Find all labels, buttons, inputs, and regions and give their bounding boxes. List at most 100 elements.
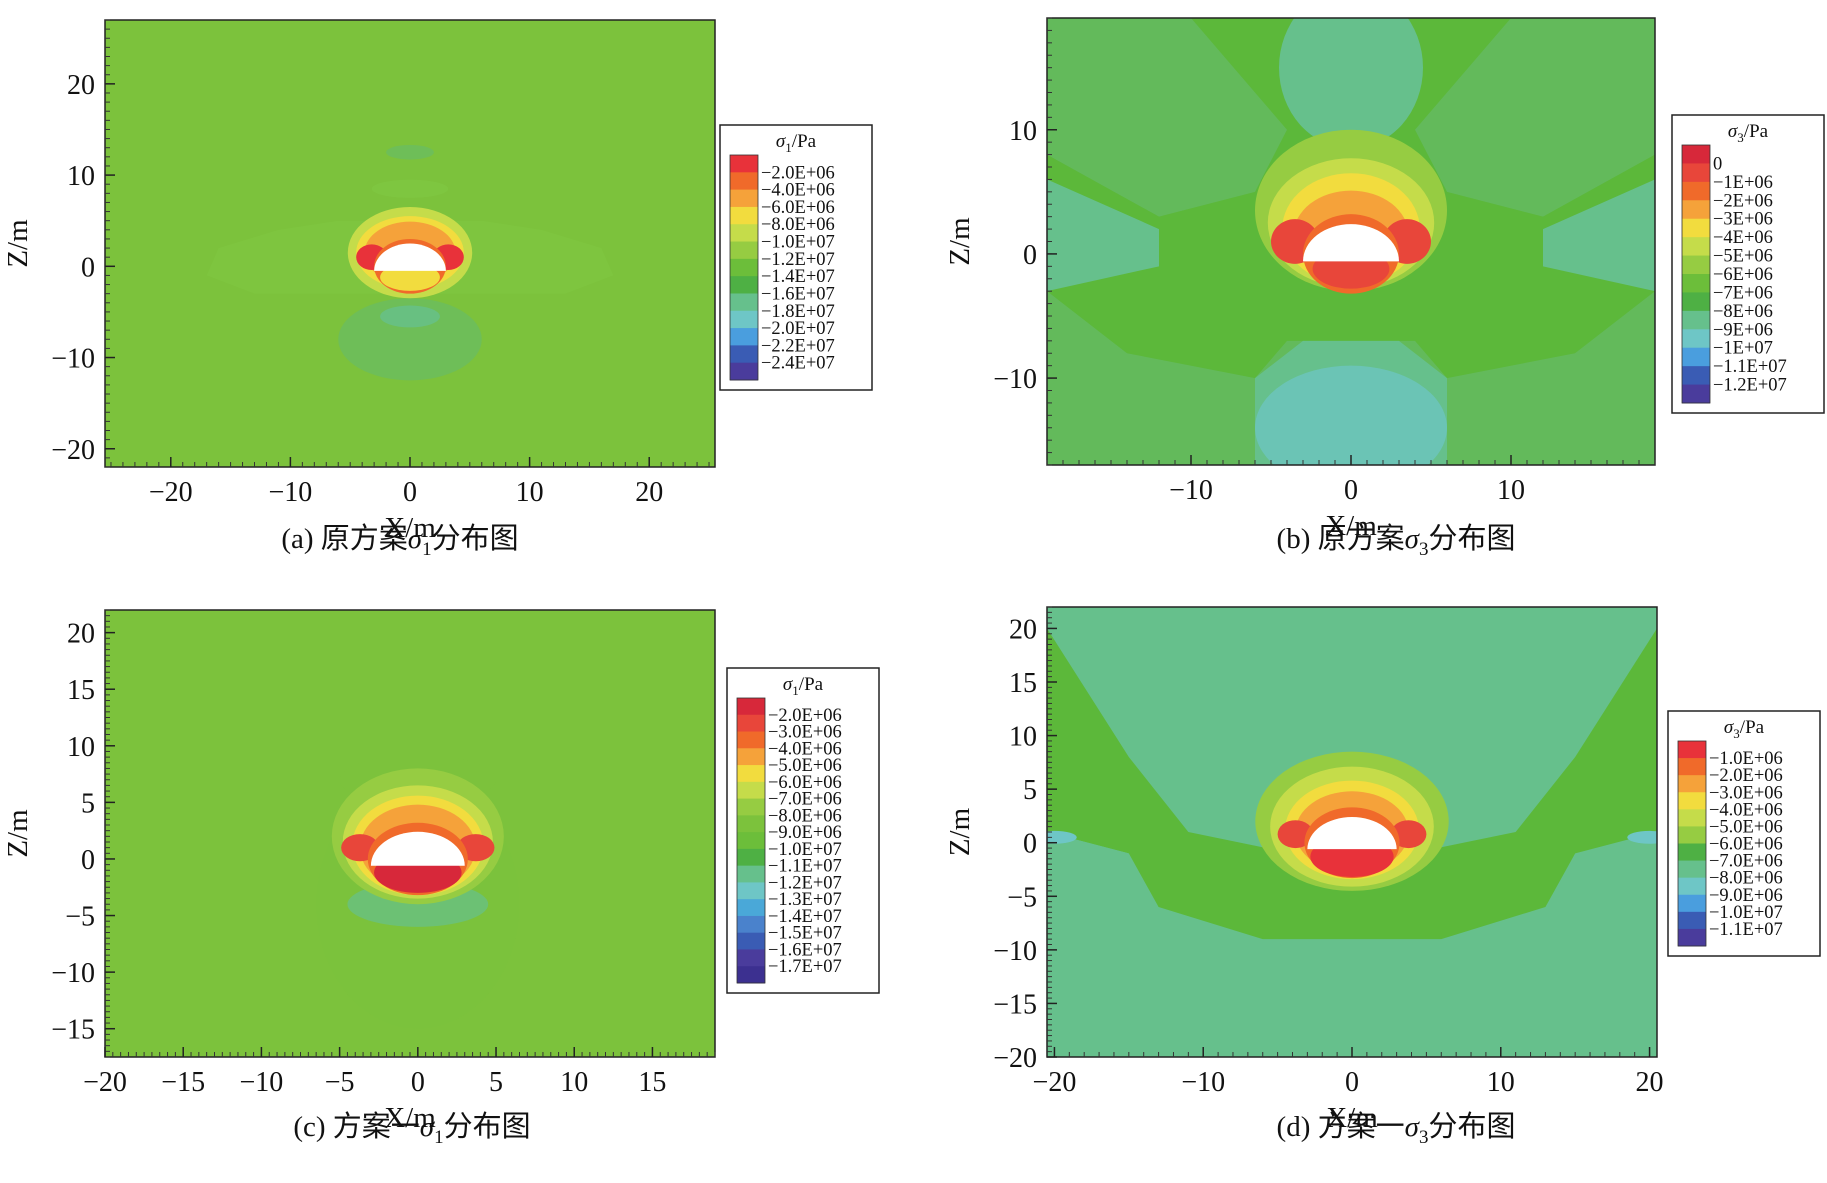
legend-title: σ1/Pa [783,674,824,698]
y-tick-label: 0 [1023,240,1037,271]
legend-swatch [1682,292,1710,312]
legend-swatch [730,155,758,173]
x-tick-label: 10 [1497,475,1525,506]
y-tick-label: 20 [67,619,95,650]
legend-level-label: −1.4E+07 [761,267,835,287]
contour-band [1047,607,1657,854]
y-tick-label: −15 [993,989,1037,1020]
legend-level-label: −1.4E+07 [768,907,842,927]
legend-level-label: −4.0E+06 [768,739,842,759]
legend-level-label: 0 [1713,154,1722,174]
legend-level-label: −3.0E+06 [768,723,842,743]
legend-level-label: −1.0E+06 [1709,749,1783,769]
legend-level-label: −1E+07 [1713,339,1773,359]
y-axis-title: Z/m [944,217,976,266]
x-tick-label: −10 [1181,1067,1225,1098]
legend-swatch [730,293,758,312]
contour-band [338,298,482,381]
legend-level-label: −6E+06 [1713,265,1773,285]
legend-level-label: −4.0E+06 [1709,800,1783,820]
y-tick-label: 0 [1023,829,1037,860]
legend-swatch [1678,741,1706,759]
contour-band [1415,18,1655,217]
legend: σ1/Pa −2.0E+06−3.0E+06−4.0E+06−5.0E+06−6.… [726,667,880,994]
legend-swatch [1682,200,1710,220]
x-tick-label: −5 [325,1067,355,1098]
tunnel-opening [1307,817,1397,850]
legend-level-label: −4E+06 [1713,228,1773,248]
legend-level-label: −7.0E+06 [1709,852,1783,872]
legend-swatch [1682,366,1710,386]
legend-swatch [1682,274,1710,293]
x-tick-label: 0 [403,477,417,508]
legend-level-label: −9.0E+06 [768,823,842,843]
legend-title: σ3/Pa [1728,121,1769,145]
legend-level-label: −9.0E+06 [1709,886,1783,906]
legend-level-label: −2.0E+06 [768,706,842,726]
contour-band [1255,365,1447,465]
y-tick-label: −10 [993,936,1037,967]
legend-level-label: −1.1E+07 [1709,920,1783,940]
contour-band [1277,820,1314,849]
legend-swatch [737,915,765,934]
legend-level-label: −2E+06 [1713,191,1773,211]
y-tick-label: 10 [67,732,95,763]
y-axis-title: Z/m [2,219,34,268]
legend-level-label: −9E+06 [1713,320,1773,340]
contour-band [1390,820,1427,849]
legend-swatch [1682,145,1710,164]
legend-level-label: −3.0E+06 [1709,783,1783,803]
y-tick-label: −5 [1007,882,1037,913]
y-tick-label: 15 [67,675,95,706]
contour-band [380,305,440,328]
legend-swatch [730,241,758,260]
legend-level-label: −6.0E+06 [768,773,842,793]
legend-swatch [737,815,765,833]
legend-swatch [730,189,758,208]
legend-swatch [1678,877,1706,896]
legend-level-label: −1.1E+07 [1713,357,1787,377]
legend-level-label: −1.2E+07 [768,873,842,893]
legend-level-label: −2.0E+07 [761,319,835,339]
caption-a: (a) 原方案σ1分布图 [281,523,519,560]
y-tick-label: −20 [993,1043,1037,1074]
y-tick-label: 5 [1023,775,1037,806]
x-tick-label: 5 [489,1067,503,1098]
y-tick-label: 10 [67,161,95,192]
tunnel-opening [370,831,465,866]
y-tick-label: −15 [51,1015,95,1046]
legend-level-label: −1.7E+07 [768,957,842,977]
y-axis-title: Z/m [944,807,976,856]
x-axis-title: X/m [1326,1102,1378,1134]
legend-title: σ1/Pa [776,131,817,155]
x-tick-label: 20 [635,477,663,508]
legend-swatch [730,362,758,381]
y-tick-label: 20 [1009,614,1037,645]
legend-swatch [1678,758,1706,776]
legend-swatch [737,748,765,766]
legend-swatch [1678,826,1706,844]
legend-swatch [1678,843,1706,862]
legend-title: σ3/Pa [1724,717,1765,741]
legend-level-label: −1.6E+07 [761,284,835,304]
y-tick-label: −10 [51,958,95,989]
legend-swatch [1682,218,1710,238]
x-axis-title: X/m [1325,510,1377,542]
legend-level-label: −6.0E+06 [761,198,835,218]
legend-swatch [730,258,758,277]
legend-bar-frame [1681,144,1711,404]
legend-level-label: −1.3E+07 [768,890,842,910]
contour-band [1543,179,1655,292]
legend-swatch [737,698,765,716]
y-tick-label: 10 [1009,722,1037,753]
legend-swatch [737,899,765,917]
y-tick-label: −10 [51,344,95,375]
legend: σ1/Pa−2.0E+06−4.0E+06−6.0E+06−8.0E+06−1.… [719,124,873,391]
legend-swatch [1678,860,1706,879]
legend-level-label: −1.5E+07 [768,924,842,944]
tunnel-opening [1303,224,1399,262]
contour-field [1047,18,1655,465]
legend-level-label: −1.0E+07 [761,233,835,253]
